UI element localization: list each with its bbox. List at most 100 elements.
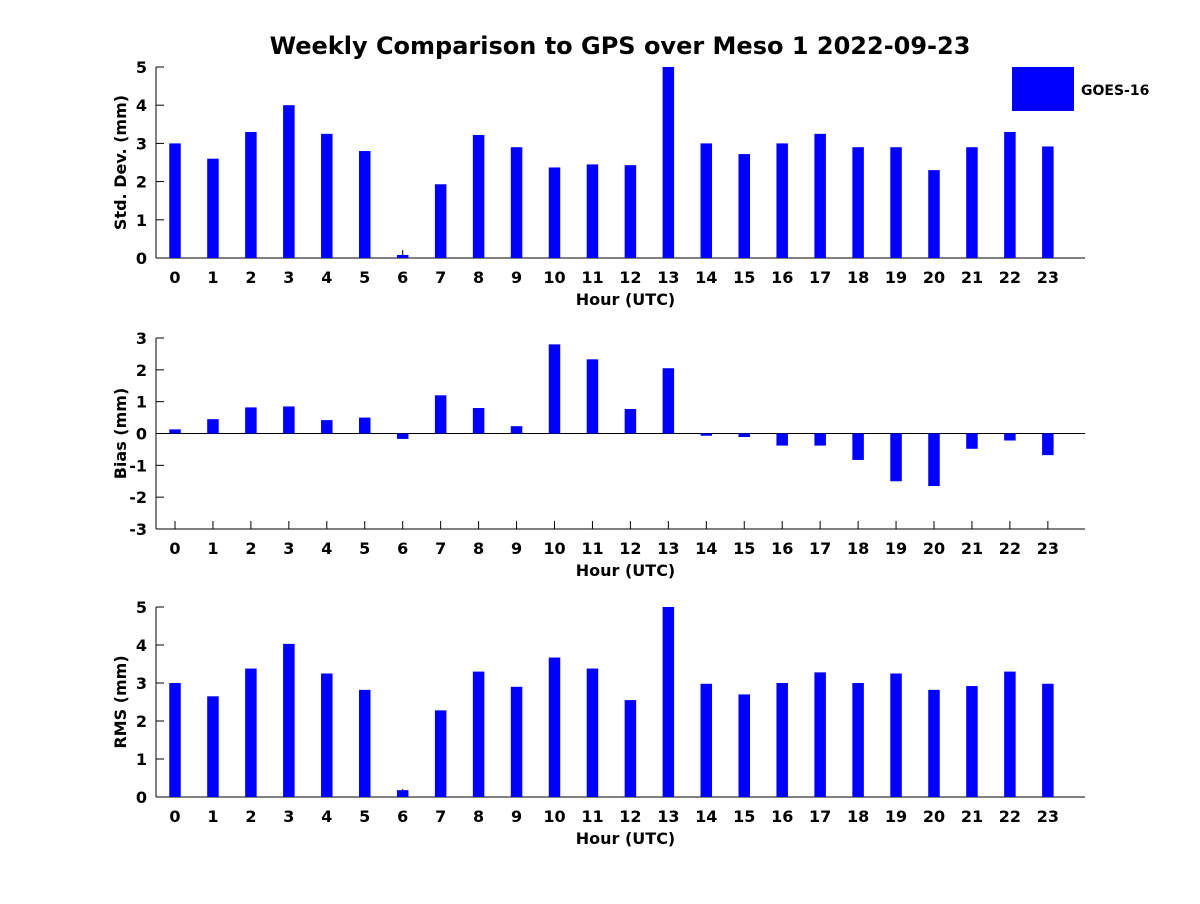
rms-x-tick-label: 22 xyxy=(999,807,1021,826)
std-dev-x-tick-label: 13 xyxy=(657,268,679,287)
rms-x-tick-label: 0 xyxy=(169,807,180,826)
std-dev-y-tick-label: 5 xyxy=(136,58,147,77)
figure-title: Weekly Comparison to GPS over Meso 1 202… xyxy=(270,32,971,60)
rms-bar xyxy=(852,683,864,797)
bias-bar xyxy=(472,408,485,434)
std-dev-bar xyxy=(814,133,826,258)
rms-bar xyxy=(434,710,447,797)
std-dev-bar xyxy=(662,67,675,258)
bias-y-tick-label: 1 xyxy=(136,393,147,412)
rms-bar xyxy=(396,790,409,797)
bias-x-tick-label: 0 xyxy=(169,539,180,558)
rms-bar xyxy=(245,668,257,797)
bias-x-tick-label: 18 xyxy=(847,539,869,558)
bias-bar xyxy=(586,359,599,434)
std-dev-x-tick-label: 16 xyxy=(771,268,793,287)
bias-bar xyxy=(396,433,409,439)
rms-bar xyxy=(966,686,978,797)
std-dev-bar xyxy=(928,170,940,258)
rms-bar xyxy=(283,643,295,797)
std-dev-x-tick-label: 8 xyxy=(473,268,484,287)
std-dev-x-tick-label: 7 xyxy=(435,268,446,287)
bias-bar xyxy=(207,419,219,434)
std-dev-x-tick-label: 10 xyxy=(543,268,565,287)
std-dev-y-tick-label: 2 xyxy=(136,173,147,192)
std-dev-x-tick-label: 3 xyxy=(283,268,294,287)
bias-x-tick-label: 10 xyxy=(543,539,565,558)
rms-x-tick-label: 6 xyxy=(397,807,408,826)
std-dev-bar xyxy=(624,165,637,258)
rms-bar xyxy=(662,607,675,797)
rms-bar xyxy=(321,673,333,797)
bias-y-tick-label: -3 xyxy=(129,520,147,539)
rms-bar xyxy=(359,689,371,797)
rms-y-axis-label: RMS (mm) xyxy=(111,655,130,748)
std-dev-bar xyxy=(207,158,219,258)
rms-x-tick-label: 18 xyxy=(847,807,869,826)
rms-bar xyxy=(510,686,523,797)
rms-y-tick-label: 4 xyxy=(136,636,147,655)
rms-x-tick-label: 17 xyxy=(809,807,831,826)
std-dev-bar xyxy=(169,143,181,258)
rms-x-tick-label: 16 xyxy=(771,807,793,826)
bias-x-tick-label: 9 xyxy=(511,539,522,558)
std-dev-x-tick-label: 12 xyxy=(619,268,641,287)
std-dev-y-tick-label: 4 xyxy=(136,96,147,115)
rms-x-tick-label: 8 xyxy=(473,807,484,826)
rms-x-tick-label: 4 xyxy=(321,807,332,826)
rms-x-tick-label: 13 xyxy=(657,807,679,826)
bias-bar xyxy=(548,344,561,434)
bias-bar xyxy=(700,433,713,436)
std-dev-x-tick-label: 18 xyxy=(847,268,869,287)
std-dev-x-tick-label: 21 xyxy=(961,268,983,287)
std-dev-bar xyxy=(966,147,978,258)
std-dev-bar xyxy=(472,134,485,258)
bias-x-tick-label: 12 xyxy=(619,539,641,558)
bias-x-tick-label: 22 xyxy=(999,539,1021,558)
std-dev-x-tick-label: 5 xyxy=(359,268,370,287)
std-dev-y-tick-label: 0 xyxy=(136,249,147,268)
rms-bar xyxy=(890,673,902,797)
bias-x-tick-label: 20 xyxy=(923,539,945,558)
bias-bar xyxy=(966,433,978,449)
std-dev-x-tick-label: 6 xyxy=(397,268,408,287)
std-dev-bar xyxy=(396,254,409,258)
std-dev-x-tick-label: 15 xyxy=(733,268,755,287)
rms-bar xyxy=(700,683,713,797)
bias-bar xyxy=(283,406,295,434)
rms-x-tick-label: 11 xyxy=(581,807,603,826)
bias-y-tick-label: 0 xyxy=(136,425,147,444)
rms-bar xyxy=(586,668,599,797)
std-dev-bar xyxy=(510,147,523,258)
std-dev-y-axis-label: Std. Dev. (mm) xyxy=(111,95,130,230)
std-dev-bar xyxy=(245,131,257,258)
legend-label: GOES-16 xyxy=(1081,83,1149,99)
bias-y-tick-label: 3 xyxy=(136,329,147,348)
bias-bar xyxy=(662,368,675,434)
std-dev-x-tick-label: 9 xyxy=(511,268,522,287)
bias-x-tick-label: 11 xyxy=(581,539,603,558)
rms-bar xyxy=(738,694,750,797)
bias-x-tick-label: 2 xyxy=(245,539,256,558)
std-dev-x-tick-label: 20 xyxy=(923,268,945,287)
std-dev-x-tick-label: 2 xyxy=(245,268,256,287)
rms-bar xyxy=(928,689,940,797)
rms-bar xyxy=(814,672,826,797)
bias-x-axis-label: Hour (UTC) xyxy=(576,561,676,580)
std-dev-bar xyxy=(700,143,713,258)
rms-y-tick-label: 5 xyxy=(136,598,147,617)
bias-bar xyxy=(434,395,447,434)
std-dev-bar xyxy=(434,184,447,258)
std-dev-y-tick-label: 3 xyxy=(136,134,147,153)
bias-x-tick-label: 7 xyxy=(435,539,446,558)
rms-bar xyxy=(207,696,219,797)
std-dev-bar xyxy=(852,147,864,258)
std-dev-y-tick-label: 1 xyxy=(136,211,147,230)
bias-x-tick-label: 17 xyxy=(809,539,831,558)
rms-bar xyxy=(472,671,485,797)
rms-y-tick-label: 1 xyxy=(136,750,147,769)
rms-bar xyxy=(169,683,181,797)
std-dev-bar xyxy=(321,133,333,258)
